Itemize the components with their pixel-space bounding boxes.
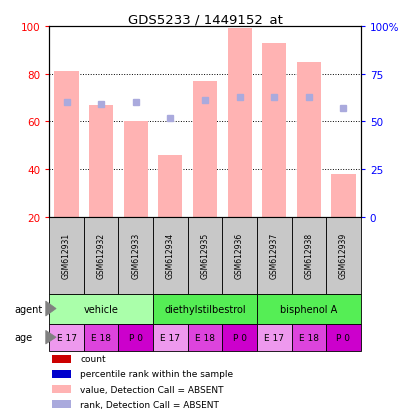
FancyBboxPatch shape: [291, 218, 326, 294]
Text: GSM612932: GSM612932: [97, 233, 106, 279]
Text: bisphenol A: bisphenol A: [280, 304, 337, 314]
Text: GSM612938: GSM612938: [303, 233, 312, 279]
Bar: [52, 400, 71, 408]
FancyBboxPatch shape: [83, 218, 118, 294]
FancyBboxPatch shape: [118, 218, 153, 294]
Bar: [54, 72, 79, 218]
FancyBboxPatch shape: [256, 324, 291, 351]
FancyBboxPatch shape: [187, 324, 222, 351]
Text: P 0: P 0: [128, 333, 142, 342]
FancyBboxPatch shape: [222, 324, 256, 351]
Text: diethylstilbestrol: diethylstilbestrol: [164, 304, 245, 314]
Bar: [124, 122, 148, 218]
Text: E 18: E 18: [298, 333, 318, 342]
Text: age: age: [15, 332, 33, 342]
FancyBboxPatch shape: [326, 218, 360, 294]
FancyBboxPatch shape: [256, 294, 360, 324]
FancyBboxPatch shape: [256, 218, 291, 294]
Text: GSM612931: GSM612931: [62, 233, 71, 279]
Text: value, Detection Call = ABSENT: value, Detection Call = ABSENT: [80, 385, 223, 394]
Text: E 18: E 18: [195, 333, 214, 342]
Bar: [261, 43, 285, 218]
Bar: [330, 175, 355, 218]
FancyBboxPatch shape: [153, 324, 187, 351]
Text: rank, Detection Call = ABSENT: rank, Detection Call = ABSENT: [80, 399, 219, 408]
FancyBboxPatch shape: [49, 294, 153, 324]
FancyBboxPatch shape: [222, 218, 256, 294]
Text: GSM612939: GSM612939: [338, 233, 347, 279]
Bar: [227, 29, 251, 218]
Text: E 17: E 17: [263, 333, 283, 342]
FancyBboxPatch shape: [118, 324, 153, 351]
Bar: [158, 156, 182, 218]
Text: E 17: E 17: [160, 333, 180, 342]
Bar: [296, 63, 320, 218]
Text: percentile rank within the sample: percentile rank within the sample: [80, 370, 233, 379]
Text: GSM612934: GSM612934: [166, 233, 175, 279]
Text: E 18: E 18: [91, 333, 111, 342]
Text: GSM612933: GSM612933: [131, 233, 140, 279]
Text: agent: agent: [15, 304, 43, 314]
Text: P 0: P 0: [232, 333, 246, 342]
Text: count: count: [80, 355, 106, 363]
Text: vehicle: vehicle: [83, 304, 118, 314]
FancyBboxPatch shape: [49, 324, 83, 351]
FancyBboxPatch shape: [326, 324, 360, 351]
FancyBboxPatch shape: [153, 218, 187, 294]
Text: GSM612936: GSM612936: [234, 233, 243, 279]
FancyBboxPatch shape: [83, 324, 118, 351]
Polygon shape: [46, 301, 56, 316]
Polygon shape: [46, 330, 56, 344]
Bar: [52, 370, 71, 378]
Bar: [52, 385, 71, 393]
Text: GSM612935: GSM612935: [200, 233, 209, 279]
Bar: [52, 355, 71, 363]
Text: P 0: P 0: [336, 333, 350, 342]
Bar: [192, 82, 217, 218]
Text: E 17: E 17: [56, 333, 76, 342]
Text: GSM612937: GSM612937: [269, 233, 278, 279]
Title: GDS5233 / 1449152_at: GDS5233 / 1449152_at: [127, 13, 282, 26]
FancyBboxPatch shape: [291, 324, 326, 351]
FancyBboxPatch shape: [187, 218, 222, 294]
FancyBboxPatch shape: [153, 294, 256, 324]
FancyBboxPatch shape: [49, 218, 83, 294]
Bar: [89, 105, 113, 218]
